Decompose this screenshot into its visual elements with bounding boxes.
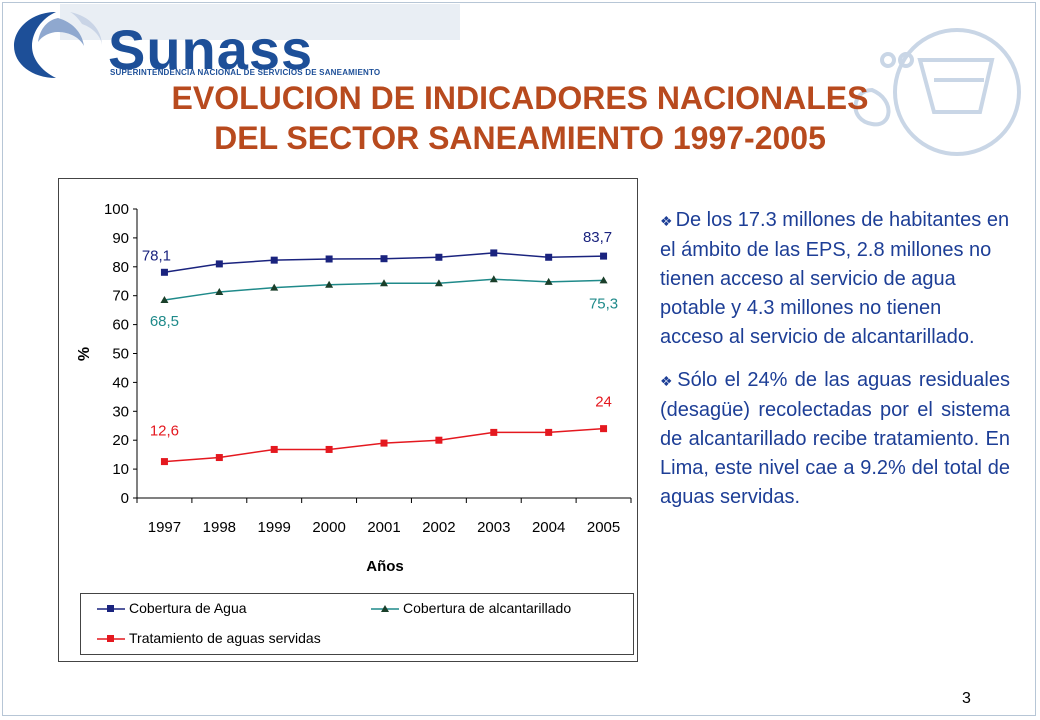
x-tick-label: 2004 (532, 519, 565, 536)
y-tick-label: 30 (112, 403, 129, 420)
diamond-bullet-icon: ❖ (660, 213, 673, 229)
chart-container: 0 10 20 30 40 50 60 70 80 90 100 1997 1998 1999 2000 20… (58, 178, 638, 662)
watermark-logo-icon (853, 28, 1021, 156)
title-line-1: EVOLUCION DE INDICADORES NACIONALES (171, 80, 869, 116)
title-line-2: DEL SECTOR SANEAMIENTO 1997-2005 (214, 120, 826, 156)
sunass-logo-icon (14, 12, 102, 78)
header-band (60, 4, 460, 40)
y-tick-label: 70 (112, 288, 129, 305)
y-tick-label: 100 (104, 201, 129, 218)
data-point-2 (544, 277, 553, 285)
data-point-3 (545, 428, 553, 436)
y-tick-label: 0 (121, 490, 129, 507)
diamond-bullet-icon: ❖ (660, 373, 675, 389)
x-tick-label: 1999 (258, 519, 291, 536)
slide-title: EVOLUCION DE INDICADORES NACIONALES DEL … (90, 78, 950, 158)
data-point-3 (380, 439, 388, 447)
y-tick-label: 20 (112, 432, 129, 449)
bullet-text-1: De los 17.3 millones de habitantes en el… (660, 209, 1010, 348)
line-chart: 0 10 20 30 40 50 60 70 80 90 100 1997 1998 1999 2000 20… (76, 201, 632, 575)
data-point-2 (380, 279, 388, 287)
x-tick-label: 1998 (203, 519, 236, 536)
data-label-first-3: 12,6 (150, 423, 179, 440)
y-tick-label: 10 (112, 461, 129, 478)
data-point-3 (435, 436, 443, 444)
data-point-2 (599, 276, 608, 284)
legend-marker-tratamiento (107, 635, 114, 642)
data-label-last-2: 75,3 (589, 295, 618, 312)
bullet-list: ❖ De los 17.3 millones de habitantes en e… (660, 206, 1010, 526)
legend-label-alcantarillado: Cobertura de alcantarillado (403, 600, 572, 616)
data-label-last-3: 24 (595, 394, 612, 411)
data-point-3 (600, 425, 608, 433)
y-tick-label: 90 (112, 230, 129, 247)
data-point-3 (270, 445, 278, 453)
data-point-1 (160, 268, 168, 276)
data-point-2 (325, 280, 334, 288)
legend-label-agua: Cobertura de Agua (129, 600, 247, 616)
bullet-item-1: ❖ De los 17.3 millones de habitantes en e… (660, 206, 1010, 352)
data-point-3 (160, 458, 168, 466)
data-point-2 (489, 275, 498, 283)
legend-marker-alcantarillado (381, 605, 389, 612)
y-tick-label: 60 (112, 317, 129, 334)
data-point-1 (545, 253, 553, 261)
data-point-1 (380, 255, 388, 263)
data-label-last-1: 83,7 (583, 229, 612, 246)
data-point-3 (325, 445, 333, 453)
data-point-2 (434, 279, 443, 287)
data-point-1 (270, 256, 278, 264)
y-tick-label: 50 (112, 346, 129, 363)
x-tick-label: 2005 (587, 519, 620, 536)
data-point-2 (215, 287, 224, 295)
legend-marker-agua (107, 605, 114, 612)
x-axis-label: Años (366, 558, 404, 575)
y-axis-label: % (76, 347, 93, 361)
data-point-2 (270, 283, 279, 291)
data-point-1 (325, 255, 333, 263)
data-label-first-2: 68,5 (150, 313, 179, 330)
data-point-3 (490, 428, 498, 436)
x-tick-label: 2003 (477, 519, 510, 536)
x-tick-label: 2000 (312, 519, 345, 536)
bullet-item-2: ❖ Sólo el 24% de las aguas residuales (de… (660, 366, 1010, 512)
bullet-text-2: Sólo el 24% de las aguas residuales (des… (660, 369, 1010, 508)
x-tick-label: 2001 (367, 519, 400, 536)
x-tick-label: 1997 (148, 519, 181, 536)
legend-markers (97, 605, 399, 642)
data-point-1 (435, 253, 443, 261)
page-number: 3 (962, 690, 971, 707)
data-point-1 (600, 252, 608, 260)
x-tick-label: 2002 (422, 519, 455, 536)
data-point-1 (490, 249, 498, 257)
data-point-3 (215, 454, 223, 462)
y-tick-label: 40 (112, 374, 129, 391)
brand-subtitle: SUPERINTENDENCIA NACIONAL DE SERVICIOS D… (110, 68, 381, 77)
legend-label-tratamiento: Tratamiento de aguas servidas (129, 630, 321, 646)
data-point-2 (160, 296, 169, 304)
y-tick-label: 80 (112, 259, 129, 276)
chart-legend: Cobertura de Agua Cobertura de alcantari… (80, 593, 634, 655)
data-point-1 (215, 260, 223, 268)
data-label-first-1: 78,1 (142, 247, 171, 264)
brand-name: Sunass (108, 18, 314, 81)
